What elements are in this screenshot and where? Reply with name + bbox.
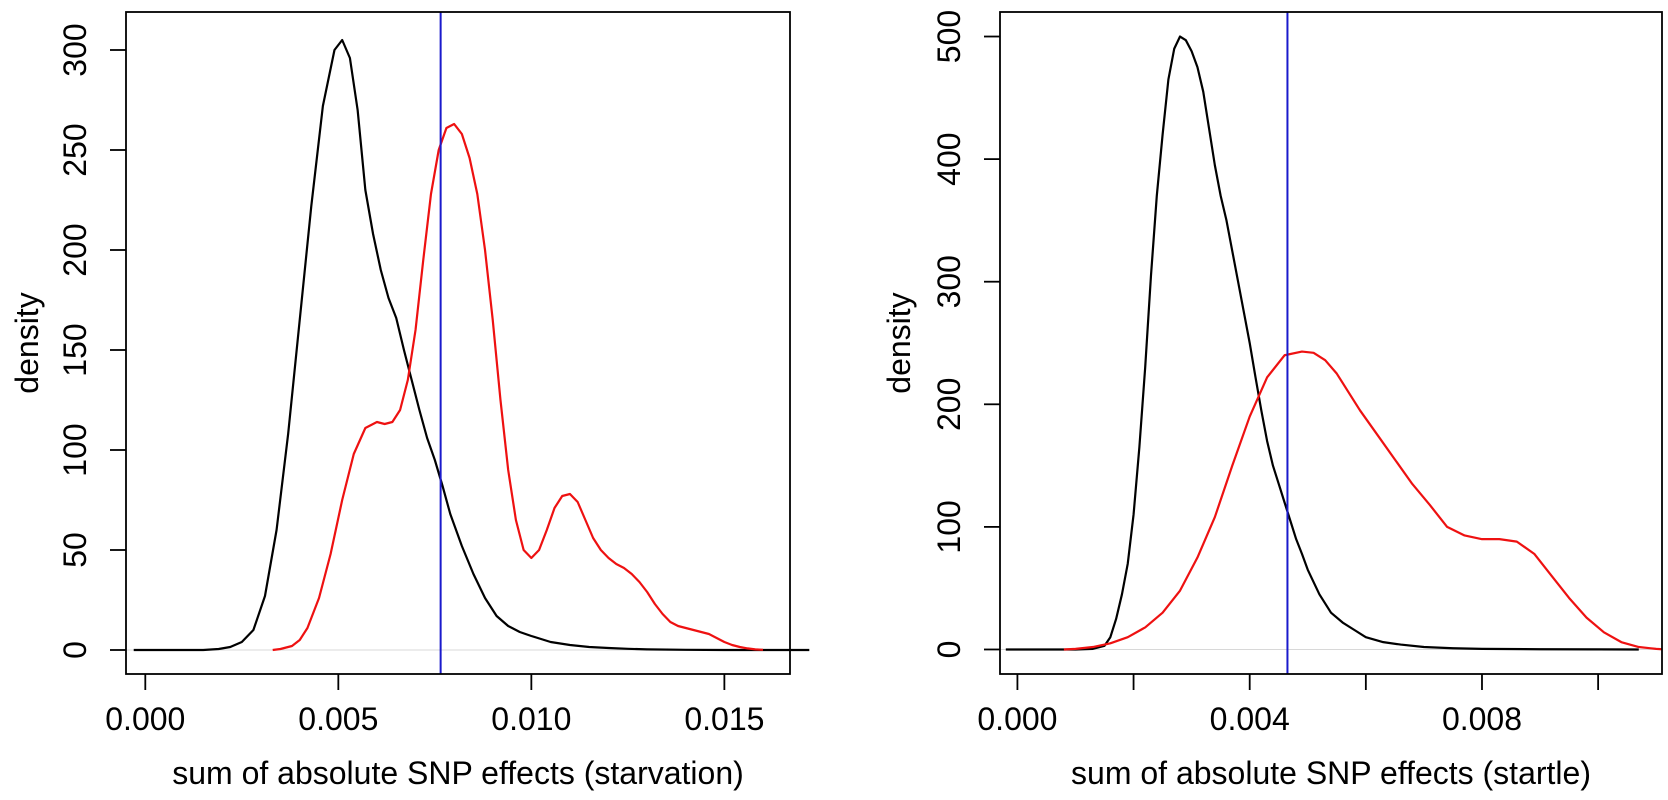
x-tick-label: 0.004	[1210, 701, 1290, 737]
x-tick-label: 0.010	[491, 701, 571, 737]
y-axis: 0 50 100 150 200 250 300	[57, 23, 126, 659]
y-tick-label: 400	[931, 132, 967, 185]
x-tick-label: 0.000	[105, 701, 185, 737]
x-axis-label: sum of absolute SNP effects (starvation)	[172, 755, 744, 791]
density-curve-0	[1005, 35, 1639, 651]
y-axis-label: density	[881, 292, 917, 393]
y-tick-label: 200	[57, 223, 93, 276]
y-axis-label: density	[9, 292, 45, 393]
x-tick-label: 0.005	[298, 701, 378, 737]
density-curve-0	[133, 38, 810, 652]
y-tick-label: 300	[57, 23, 93, 76]
plot-frame	[125, 11, 791, 675]
y-axis: 0 100 200 300 400 500	[931, 10, 1000, 659]
y-tick-label: 250	[57, 123, 93, 176]
starvation-density-chart: 0.000 0.005 0.010 0.015 050100150200250300 …	[9, 11, 810, 791]
x-tick-label: 0.008	[1442, 701, 1522, 737]
series-layer	[126, 12, 810, 674]
x-axis: 0.000 0.005 0.010 0.015	[105, 674, 764, 737]
plot-frame	[999, 11, 1663, 675]
y-tick-label: 0	[931, 641, 967, 659]
y-tick-label: 100	[931, 500, 967, 553]
density-curve-1	[272, 122, 764, 652]
startle-density-chart: 0.000 0.004 0.008 0 100 200 300 400 500 sum of …	[881, 10, 1663, 791]
series-layer	[1000, 12, 1663, 674]
y-tick-label: 50	[57, 532, 93, 568]
x-axis-label: sum of absolute SNP effects (startle)	[1071, 755, 1591, 791]
density-curve-1	[1063, 350, 1663, 651]
y-tick-label: 100	[57, 423, 93, 476]
x-tick-label: 0.000	[977, 701, 1057, 737]
y-tick-label: 300	[931, 255, 967, 308]
y-tick-label: 0	[57, 641, 93, 659]
x-axis: 0.000 0.004 0.008	[977, 674, 1600, 737]
x-tick-label: 0.015	[684, 701, 764, 737]
y-tick-label: 200	[931, 378, 967, 431]
y-tick-label: 500	[931, 10, 967, 63]
y-tick-label: 150	[57, 323, 93, 376]
